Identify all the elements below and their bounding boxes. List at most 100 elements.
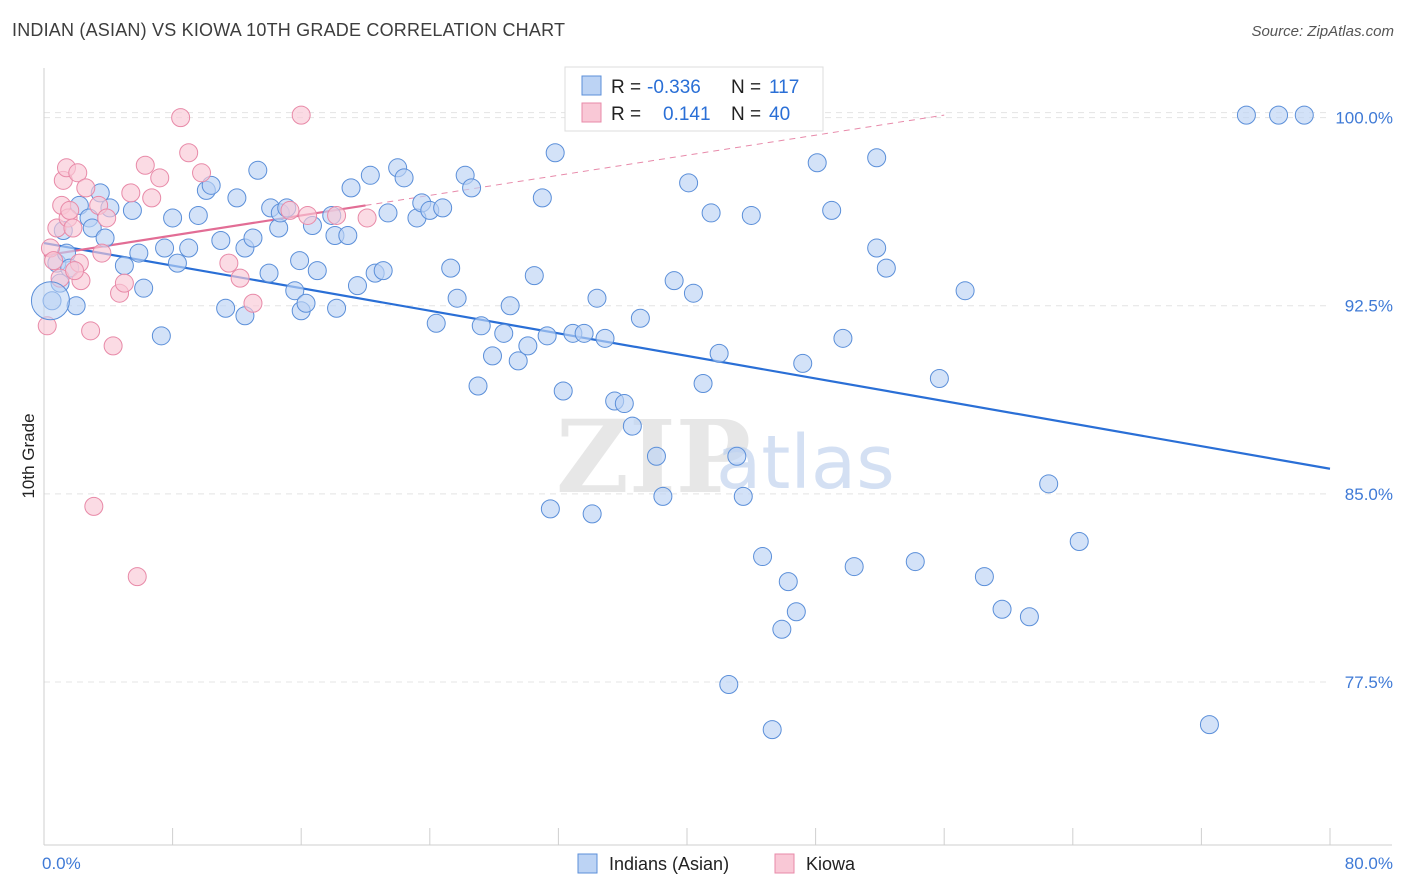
source-label: Source: ZipAtlas.com [1251,23,1394,40]
asian-point [285,281,305,301]
asian-point [494,323,514,343]
asian-point [1199,715,1219,735]
asian-point [709,343,729,363]
kiowa-point [179,143,199,163]
asian-point [876,258,896,278]
kiowa-point [121,183,141,203]
asian-point [347,276,367,296]
asian-point [524,266,544,286]
data-points [30,105,1314,740]
asian-point [373,261,393,281]
kiowa-point [44,251,64,271]
asian-point [653,486,673,506]
asian-point [360,165,380,185]
asian-point [833,328,853,348]
watermark: ZIP atlas [556,398,895,516]
legend-box [564,66,824,132]
asian-point [134,278,154,298]
kiowa-point [142,188,162,208]
bottom-legend-label-kiowa: Kiowa [806,854,856,874]
kiowa-point [171,108,191,128]
kiowa-point [68,163,88,183]
asian-point [433,198,453,218]
asian-point [482,346,502,366]
y-tick-label: 92.5% [1345,297,1393,316]
asian-point [822,200,842,220]
kiowa-point [60,200,80,220]
kiowa-trend-extension [365,114,945,206]
asian-point [786,602,806,622]
kiowa-point [291,105,311,125]
asian-point [341,178,361,198]
asian-point [378,203,398,223]
asian-point [114,256,134,276]
asian-point [595,328,615,348]
x-tick-labels: 0.0% 80.0% [42,854,1393,873]
asian-point [772,619,792,639]
kiowa-point [135,155,155,175]
asian-point [929,368,949,388]
kiowa-point [81,321,101,341]
asian-point [614,394,634,414]
asian-point [307,261,327,281]
asian-point [646,446,666,466]
asian-point [201,175,221,195]
y-tick-label: 85.0% [1345,485,1393,504]
asian-point [582,504,602,524]
kiowa-point [103,336,123,356]
legend-n-value-asian: 117 [769,77,799,98]
chart-title: INDIAN (ASIAN) VS KIOWA 10TH GRADE CORRE… [12,20,566,40]
axes [43,68,1392,846]
y-axis-title: 10th Grade [19,413,38,498]
asian-point [211,231,231,251]
asian-point [216,298,236,318]
asian-point [532,188,552,208]
asian-point [955,281,975,301]
kiowa-point [243,293,263,313]
asian-point [540,499,560,519]
asian-point [129,243,149,263]
asian-point [259,263,279,283]
asian-point [155,238,175,258]
asian-point [122,200,142,220]
asian-point [683,283,703,303]
kiowa-point [230,268,250,288]
legend-n-value-kiowa: 40 [769,104,790,125]
asian-point [243,228,263,248]
kiowa-point [84,496,104,516]
asian-point [327,298,347,318]
asian-point [630,308,650,328]
asian-point [447,288,467,308]
asian-point [793,353,813,373]
asian-point [753,547,773,567]
legend: R = -0.336 N = 117 R = 0.141 N = 40 [564,66,824,132]
asian-point [248,160,268,180]
legend-n-label-kiowa: N = [731,104,761,125]
asian-point [227,188,247,208]
y-tick-labels: 77.5% 85.0% 92.5% 100.0% [1335,109,1393,692]
asian-point [462,178,482,198]
legend-r-label-asian: R = [611,77,641,98]
asian-point [167,253,187,273]
asian-point [471,316,491,336]
asian-point [719,674,739,694]
kiowa-point [219,253,239,273]
asian-point [679,173,699,193]
kiowa-point [298,205,318,225]
y-tick-label: 77.5% [1345,673,1393,692]
legend-r-label-kiowa: R = [611,104,641,125]
asian-point [296,293,316,313]
legend-n-label-asian: N = [731,77,761,98]
asian-point [727,446,747,466]
legend-swatch-asian [581,75,602,96]
asian-point [587,288,607,308]
asian-point [545,143,565,163]
y-tick-label: 100.0% [1335,109,1393,128]
asian-point [426,313,446,333]
asian-point [701,203,721,223]
bottom-legend-swatch-kiowa [774,853,795,874]
asian-point [1294,105,1314,125]
asian-point [867,148,887,168]
asian-point [807,153,827,173]
x-tick-label-min: 0.0% [42,854,81,873]
